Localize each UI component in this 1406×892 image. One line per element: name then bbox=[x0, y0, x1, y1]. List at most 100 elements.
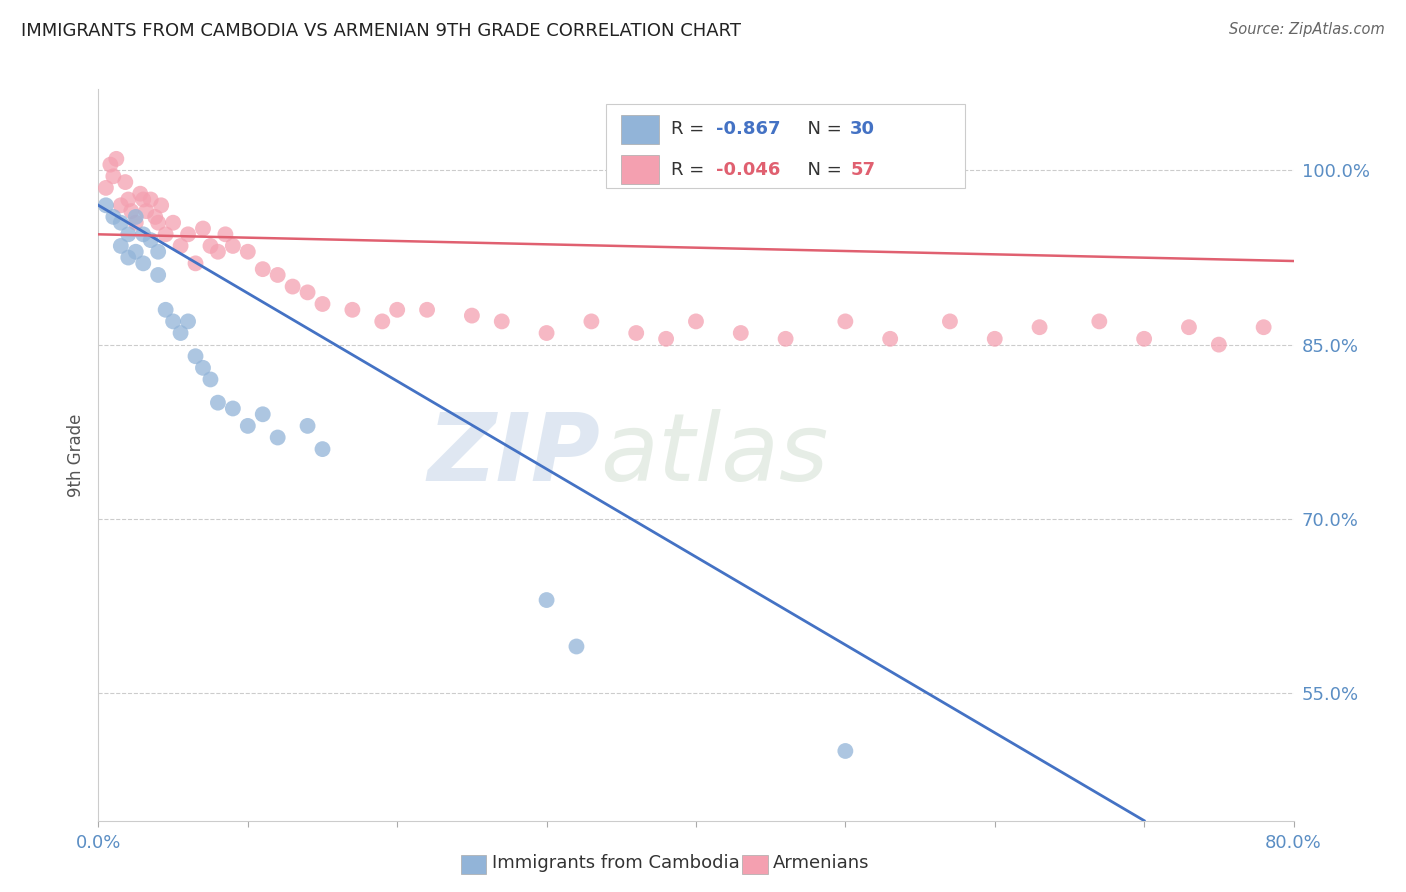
Point bbox=[184, 349, 207, 363]
Point bbox=[1133, 332, 1156, 346]
Text: R =: R = bbox=[671, 120, 710, 138]
Text: 80.0%: 80.0% bbox=[1265, 834, 1322, 852]
Point bbox=[297, 285, 319, 300]
Point bbox=[155, 302, 177, 317]
Point bbox=[177, 314, 200, 328]
Point bbox=[191, 360, 214, 375]
Point bbox=[565, 640, 588, 654]
FancyBboxPatch shape bbox=[620, 155, 659, 185]
Point bbox=[416, 302, 439, 317]
Point bbox=[125, 216, 148, 230]
Point bbox=[281, 279, 304, 293]
Point bbox=[184, 256, 207, 270]
Point bbox=[1028, 320, 1050, 334]
Point bbox=[177, 227, 200, 242]
Text: 57: 57 bbox=[851, 161, 875, 178]
Point bbox=[385, 302, 409, 317]
Point bbox=[311, 442, 333, 456]
Point bbox=[155, 227, 177, 242]
Point bbox=[655, 332, 678, 346]
Point bbox=[297, 418, 319, 433]
Point bbox=[461, 309, 484, 323]
Point bbox=[207, 244, 229, 259]
Point bbox=[129, 186, 152, 201]
Point bbox=[110, 216, 132, 230]
Point bbox=[222, 239, 245, 253]
Point bbox=[252, 262, 274, 277]
Text: N =: N = bbox=[796, 120, 848, 138]
Point bbox=[1208, 337, 1230, 351]
Text: ZIP: ZIP bbox=[427, 409, 600, 501]
Y-axis label: 9th Grade: 9th Grade bbox=[67, 413, 86, 497]
Text: Source: ZipAtlas.com: Source: ZipAtlas.com bbox=[1229, 22, 1385, 37]
Point bbox=[120, 204, 142, 219]
Point bbox=[1386, 163, 1406, 178]
Text: Immigrants from Cambodia: Immigrants from Cambodia bbox=[492, 854, 740, 871]
Text: 30: 30 bbox=[851, 120, 875, 138]
Point bbox=[222, 401, 245, 416]
Point bbox=[342, 302, 364, 317]
Point bbox=[150, 198, 173, 212]
Point bbox=[110, 239, 132, 253]
Point bbox=[1178, 320, 1201, 334]
Point bbox=[132, 256, 155, 270]
Point bbox=[100, 158, 122, 172]
Point bbox=[125, 210, 148, 224]
Point bbox=[207, 395, 229, 409]
Point bbox=[200, 372, 222, 386]
Point bbox=[135, 204, 157, 219]
Point bbox=[132, 193, 155, 207]
Point bbox=[581, 314, 603, 328]
Point bbox=[200, 239, 222, 253]
Text: Armenians: Armenians bbox=[773, 854, 870, 871]
Text: R =: R = bbox=[671, 161, 710, 178]
Point bbox=[214, 227, 236, 242]
Point bbox=[139, 233, 162, 247]
Point bbox=[730, 326, 752, 340]
Point bbox=[834, 314, 856, 328]
Point bbox=[114, 175, 136, 189]
FancyBboxPatch shape bbox=[606, 103, 965, 188]
Point bbox=[775, 332, 797, 346]
Point bbox=[125, 244, 148, 259]
Point bbox=[139, 193, 162, 207]
Point bbox=[536, 326, 558, 340]
Point bbox=[626, 326, 648, 340]
Text: -0.046: -0.046 bbox=[716, 161, 780, 178]
Point bbox=[110, 198, 132, 212]
Point bbox=[148, 268, 170, 282]
Point bbox=[834, 744, 856, 758]
Point bbox=[879, 332, 901, 346]
Point bbox=[148, 216, 170, 230]
Point bbox=[117, 227, 139, 242]
Point bbox=[371, 314, 394, 328]
Point bbox=[169, 326, 191, 340]
Point bbox=[685, 314, 707, 328]
Text: IMMIGRANTS FROM CAMBODIA VS ARMENIAN 9TH GRADE CORRELATION CHART: IMMIGRANTS FROM CAMBODIA VS ARMENIAN 9TH… bbox=[21, 22, 741, 40]
Point bbox=[169, 239, 191, 253]
Point bbox=[491, 314, 513, 328]
Point bbox=[117, 251, 139, 265]
Point bbox=[103, 169, 125, 184]
Point bbox=[267, 268, 290, 282]
Point bbox=[1088, 314, 1111, 328]
Point bbox=[143, 210, 166, 224]
Point bbox=[94, 198, 117, 212]
Text: -0.867: -0.867 bbox=[716, 120, 780, 138]
Point bbox=[984, 332, 1007, 346]
Point bbox=[162, 314, 184, 328]
Point bbox=[117, 193, 139, 207]
Text: N =: N = bbox=[796, 161, 848, 178]
Point bbox=[94, 181, 117, 195]
Point bbox=[148, 244, 170, 259]
Point bbox=[236, 418, 259, 433]
Point bbox=[132, 227, 155, 242]
Text: 0.0%: 0.0% bbox=[76, 834, 121, 852]
Point bbox=[939, 314, 962, 328]
Point bbox=[191, 221, 214, 235]
Point bbox=[267, 430, 290, 444]
Text: atlas: atlas bbox=[600, 409, 828, 500]
Point bbox=[105, 152, 128, 166]
Point bbox=[103, 210, 125, 224]
Point bbox=[1253, 320, 1275, 334]
